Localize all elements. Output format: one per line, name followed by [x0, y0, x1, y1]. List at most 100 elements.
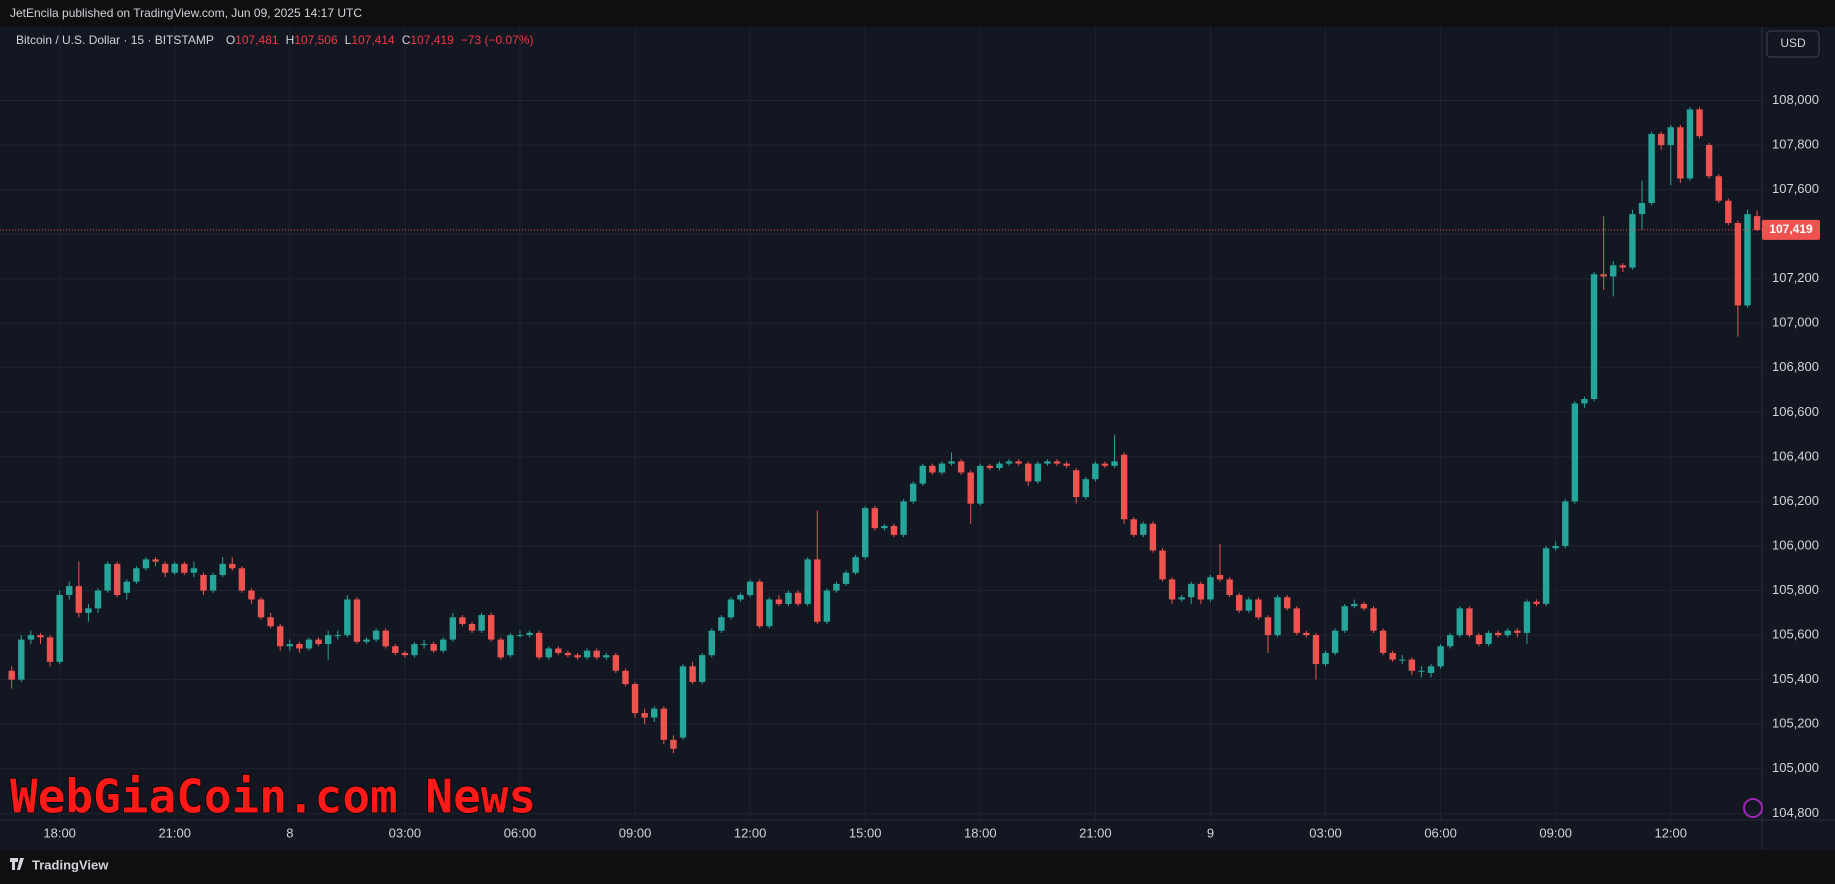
candle-body — [1744, 214, 1751, 306]
x-tick-label: 06:00 — [1424, 825, 1457, 840]
candle-body — [881, 525, 888, 529]
candle-body — [545, 648, 552, 658]
candle-body — [1408, 659, 1416, 671]
candle-body — [1485, 632, 1492, 645]
candle-body — [679, 666, 687, 738]
candle-body — [1600, 274, 1607, 277]
candle-body — [1677, 127, 1684, 179]
candle-body — [1005, 461, 1013, 464]
currency[interactable]: USD — [1780, 36, 1806, 50]
candle-body — [1293, 608, 1300, 633]
x-tick-label: 9 — [1207, 825, 1214, 840]
candle-body — [1399, 659, 1406, 661]
candle-body — [948, 461, 955, 464]
candle-body — [1188, 583, 1195, 598]
candle-body — [660, 708, 668, 740]
candle-body — [593, 650, 600, 658]
candle-body — [1034, 463, 1042, 482]
candle-body — [229, 563, 236, 569]
candle-body — [497, 639, 504, 658]
y-tick-label: 107,600 — [1772, 181, 1819, 196]
candle-body — [1514, 630, 1521, 633]
candle-body — [238, 568, 246, 591]
candle-body — [727, 599, 735, 618]
candle-body — [785, 592, 792, 604]
candle-body — [1044, 461, 1051, 464]
candle-body — [1111, 461, 1118, 466]
candle-body — [1303, 632, 1310, 636]
candle-body — [305, 639, 313, 649]
candle-body — [1322, 652, 1329, 665]
candle-body — [1341, 606, 1348, 631]
candle-body — [133, 568, 140, 582]
candle-body — [516, 635, 524, 637]
candle-body — [1437, 646, 1444, 667]
y-tick-label: 107,000 — [1772, 315, 1819, 330]
candle-body — [1725, 200, 1732, 224]
candle-body — [1351, 603, 1358, 607]
candle-body — [449, 617, 457, 640]
candle-body — [1648, 133, 1655, 203]
x-tick-label: 12:00 — [734, 825, 767, 840]
x-tick-label: 06:00 — [504, 825, 537, 840]
candle-body — [1283, 597, 1291, 609]
candle-body — [526, 632, 533, 636]
y-tick-label: 106,800 — [1772, 359, 1819, 374]
candle-body — [430, 644, 437, 651]
tv-logo — [10, 858, 24, 870]
candle-body — [814, 559, 821, 622]
y-tick-label: 105,600 — [1772, 627, 1819, 642]
candle-body — [161, 563, 169, 573]
candle-body — [1053, 461, 1061, 464]
y-tick-label: 105,800 — [1772, 582, 1819, 597]
candle-body — [1178, 597, 1185, 600]
candle-body — [1331, 630, 1339, 653]
last-price-tag — [1762, 219, 1820, 240]
candle-body — [46, 637, 54, 662]
candle-body — [1638, 202, 1646, 215]
candle-body — [756, 581, 763, 627]
chart-panel — [0, 27, 1835, 850]
candle-body — [27, 635, 35, 640]
candle-body — [957, 461, 965, 473]
y-tick-label: 105,200 — [1772, 716, 1819, 731]
alert-icon[interactable] — [1743, 798, 1763, 818]
candle-body — [804, 559, 811, 604]
candle-body — [104, 563, 111, 591]
candle-body — [1705, 145, 1713, 177]
x-tick-label: 18:00 — [43, 825, 76, 840]
candle-body — [1456, 608, 1463, 636]
candle-body — [1216, 574, 1224, 580]
candle-body — [248, 590, 255, 600]
candle-body — [1667, 127, 1674, 146]
ohlc-key: L — [345, 33, 352, 47]
candle-body — [1715, 176, 1722, 201]
currency-box[interactable] — [1766, 30, 1820, 58]
x-tick-label: 21:00 — [158, 825, 191, 840]
candle-body — [1475, 635, 1483, 645]
candle-body — [334, 635, 341, 637]
ohlc-value: 107,506 — [294, 33, 338, 47]
candle-body — [977, 465, 984, 504]
candle-body — [1581, 398, 1588, 404]
ohlc-legend: O 107,481 H 107,506 L 107,414 C 107,419 −73 (−0.… — [226, 33, 534, 47]
ohlc-value: 107,419 — [410, 33, 454, 47]
candle-body — [583, 650, 591, 658]
candle-body — [1063, 463, 1070, 466]
candle-body — [8, 670, 15, 680]
candle-body — [401, 652, 409, 656]
candle-body — [564, 652, 572, 656]
candle-body — [507, 635, 514, 656]
candle-body — [315, 639, 322, 645]
candle-body — [382, 630, 389, 647]
candle-body — [1207, 577, 1214, 600]
y-tick-label: 104,800 — [1772, 805, 1819, 820]
candle-body — [1082, 479, 1089, 498]
y-tick-label: 107,200 — [1772, 270, 1819, 285]
candle-body — [1226, 579, 1233, 596]
candle-body — [353, 599, 361, 642]
axes: 104,800 105,000 105,200 105,400 105,600 105,8… — [43, 92, 1820, 840]
candle-body — [219, 563, 226, 575]
candle-body — [555, 648, 562, 653]
candle-body — [1264, 617, 1272, 636]
